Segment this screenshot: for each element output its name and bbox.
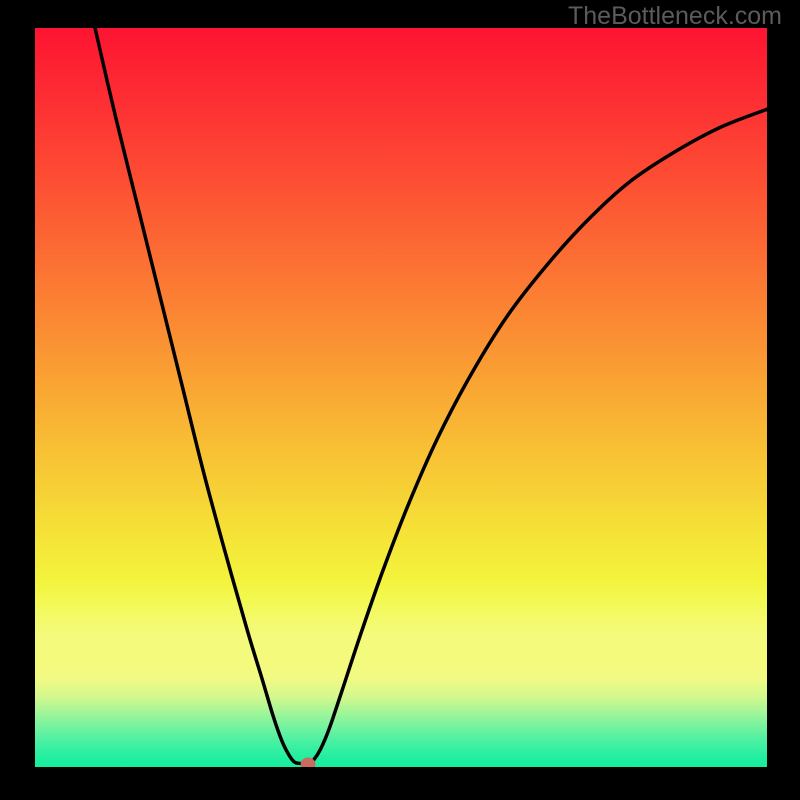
chart-stage: TheBottleneck.com xyxy=(0,0,800,800)
plot-area xyxy=(35,28,767,767)
watermark-text: TheBottleneck.com xyxy=(568,2,782,31)
bottleneck-curve-chart xyxy=(35,28,767,767)
gradient-background xyxy=(35,28,767,767)
